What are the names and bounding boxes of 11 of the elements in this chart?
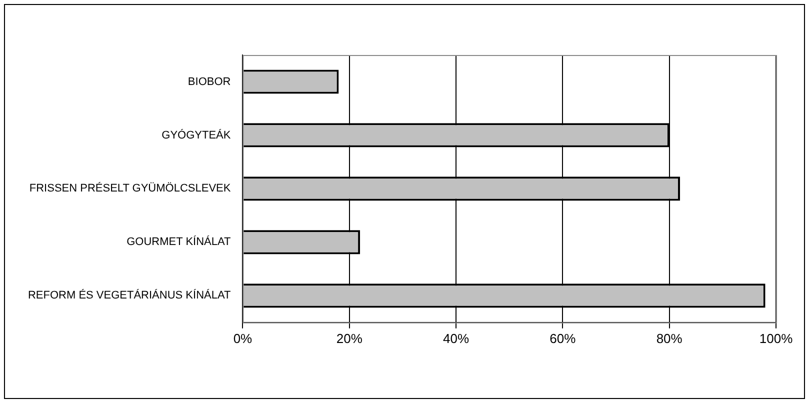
x-tick-label: 40% [443,330,470,346]
x-tick-label: 60% [550,330,576,346]
x-tick-label: 0% [233,330,253,346]
y-tick-label: REFORM ÉS VEGETÁRIÁNUS KÍNÁLAT [28,288,231,302]
y-tick-label: GOURMET KÍNÁLAT [126,235,231,248]
y-tick-label: GYÓGYTEÁK [162,128,232,142]
y-tick-label: FRISSEN PRÉSELT GYÜMÖLCSLEVEK [29,182,232,195]
x-tick-label: 80% [656,330,683,346]
x-tick-label: 20% [336,330,363,346]
x-tick-label: 100% [759,330,794,346]
y-tick-label: BIOBOR [188,76,231,88]
